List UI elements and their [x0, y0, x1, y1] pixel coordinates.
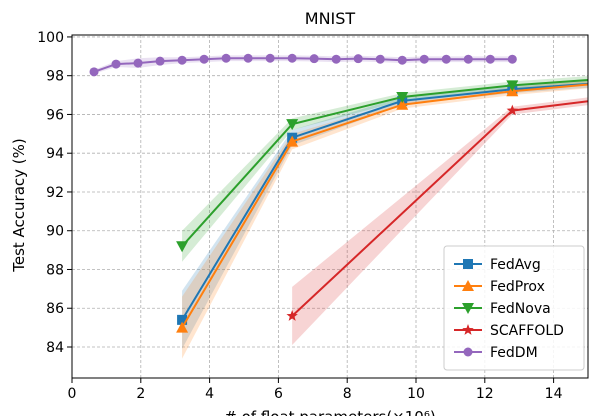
y-tick-label: 100	[37, 30, 64, 46]
data-point-feddm	[221, 53, 231, 63]
data-point-feddm	[441, 54, 451, 64]
data-point-fedavg	[177, 314, 188, 325]
y-tick-label: 92	[46, 185, 64, 201]
plot-area: 0 2 4 6 8 10 12 14 84 86 88 90 92 94 96 98 100 FedAvg FedP…	[37, 30, 589, 402]
data-point-feddm	[331, 54, 341, 64]
data-point-feddm	[353, 54, 363, 64]
legend-marker-fedavg	[463, 259, 473, 269]
data-point-scaffold	[286, 309, 298, 321]
x-tick-label: 0	[68, 386, 77, 402]
legend-label-fedprox: FedProx	[490, 279, 545, 295]
x-tick-label: 8	[343, 386, 352, 402]
x-tick-label: 14	[545, 386, 563, 402]
data-point-fedprox	[396, 98, 409, 110]
y-tick-label: 98	[46, 69, 64, 85]
legend-label-feddm: FedDM	[490, 345, 538, 361]
data-point-feddm	[507, 54, 517, 64]
data-point-scaffold	[506, 104, 519, 116]
legend-label-fednova: FedNova	[490, 301, 551, 317]
confidence-band-fedavg	[182, 80, 588, 349]
data-point-feddm	[463, 54, 473, 64]
data-point-feddm	[111, 59, 121, 69]
y-tick-label: 86	[46, 301, 64, 317]
y-tick-label: 94	[46, 146, 64, 162]
data-point-fednova	[176, 241, 189, 253]
data-point-fednova	[506, 80, 519, 92]
data-point-feddm	[199, 54, 209, 64]
x-tick-label: 4	[205, 386, 214, 402]
data-point-fedprox	[286, 135, 299, 147]
data-point-feddm	[177, 55, 187, 65]
legend-marker-fedprox	[462, 280, 474, 291]
y-tick-label: 88	[46, 262, 64, 278]
data-point-feddm	[243, 53, 253, 63]
y-axis-label: Test Accuracy (%)	[10, 138, 28, 273]
legend: FedAvg FedProx FedNova SCAFFOLD FedDM	[443, 245, 585, 371]
data-point-feddm	[309, 54, 319, 64]
data-point-fednova	[396, 92, 409, 104]
data-point-fednova	[286, 119, 299, 131]
y-tick-label: 96	[46, 107, 64, 123]
legend-marker-scaffold	[462, 324, 474, 335]
data-point-feddm	[397, 55, 407, 65]
data-point-feddm	[133, 58, 143, 68]
x-tick-label: 6	[274, 386, 283, 402]
legend-marker-feddm	[463, 347, 473, 357]
data-point-feddm	[419, 54, 429, 64]
legend-box	[443, 245, 585, 371]
legend-label-fedavg: FedAvg	[490, 257, 541, 273]
data-point-feddm	[265, 53, 275, 63]
chart-title: MNIST	[305, 9, 356, 28]
data-point-feddm	[287, 53, 297, 63]
legend-marker-fednova	[462, 303, 474, 314]
data-point-feddm	[155, 56, 165, 66]
x-tick-label: 10	[407, 386, 425, 402]
x-tick-label: 2	[136, 386, 145, 402]
data-point-feddm	[89, 67, 99, 77]
series-layer	[89, 53, 588, 359]
y-tick-label: 90	[46, 224, 64, 240]
legend-label-scaffold: SCAFFOLD	[490, 323, 564, 339]
x-tick-label: 12	[476, 386, 494, 402]
x-axis-label: # of float parameters(×10⁶)	[224, 408, 435, 416]
y-tick-label: 84	[46, 340, 64, 356]
axes-frame	[71, 34, 589, 379]
data-point-feddm	[485, 54, 495, 64]
data-point-feddm	[375, 54, 385, 64]
data-point-fedprox	[176, 321, 189, 333]
